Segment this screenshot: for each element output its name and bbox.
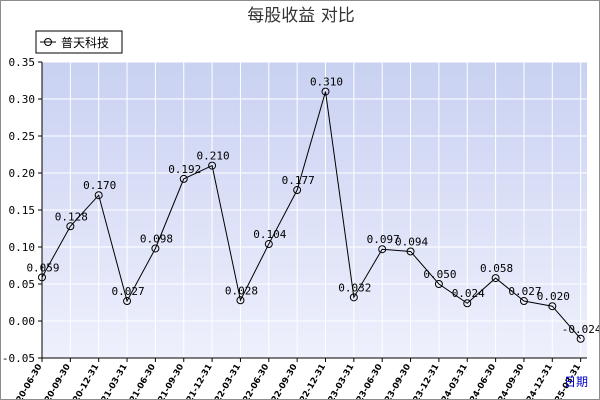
data-point-marker: [293, 186, 302, 195]
x-tick-label: 2020-06-30: [9, 362, 45, 399]
y-tick-label: -0.05: [2, 352, 35, 365]
data-label: 0.310: [310, 76, 343, 89]
data-label: 0.027: [508, 285, 541, 298]
y-tick-label: 0.30: [9, 93, 36, 106]
data-label: 0.020: [537, 290, 570, 303]
legend: 普天科技: [35, 30, 123, 54]
data-point-marker: [406, 247, 415, 256]
data-point-marker: [321, 87, 330, 96]
data-point-marker: [66, 222, 75, 231]
data-point-marker: [378, 245, 387, 254]
x-axis-corner-label: 日期: [564, 375, 588, 389]
data-label: 0.032: [338, 281, 371, 294]
data-point-marker: [349, 293, 358, 302]
legend-box: [35, 30, 123, 54]
data-label: 0.128: [55, 210, 88, 223]
series-line: [41, 91, 582, 340]
chart-title: 每股收益 对比: [247, 6, 354, 26]
data-label: -0.024: [562, 323, 599, 336]
data-point-marker: [151, 244, 160, 253]
data-point-marker: [264, 240, 273, 249]
data-label: 0.058: [480, 262, 513, 275]
series-line-普天科技: [41, 91, 582, 340]
y-tick-label: 0.25: [9, 130, 36, 143]
data-label: 0.177: [282, 174, 315, 187]
y-tick-label: 0.05: [9, 278, 36, 291]
data-point-marker: [463, 299, 472, 308]
data-label: 0.094: [395, 235, 428, 248]
legend-marker-icon: [44, 38, 52, 46]
data-label: 0.192: [168, 163, 201, 176]
y-tick-labels: -0.05 0.00 0.05 0.10 0.15 0.20 0.25 0.30 0.35: [2, 56, 35, 365]
data-point-marker: [548, 302, 557, 311]
data-point-marker: [94, 191, 103, 200]
data-point-marker: [179, 174, 188, 183]
x-tick-labels: 2020-06-302020-09-302020-12-312021-03-31…: [9, 362, 584, 399]
data-label: 0.027: [111, 285, 144, 298]
data-point-marker: [38, 273, 46, 282]
y-tick-label: 0.35: [9, 56, 36, 69]
data-points: [38, 87, 585, 343]
y-tick-label: 0.15: [9, 204, 36, 217]
y-tick-label: 0.20: [9, 167, 36, 180]
data-point-marker: [123, 297, 132, 306]
data-label: 0.059: [26, 261, 59, 274]
data-label: 0.024: [452, 287, 485, 300]
data-label: 0.028: [225, 284, 258, 297]
data-label: 0.104: [253, 228, 286, 241]
data-label: 0.210: [197, 150, 230, 163]
data-label: 0.050: [423, 268, 456, 281]
data-label: 0.098: [140, 232, 173, 245]
axes: [38, 61, 587, 362]
y-tick-label: 0.10: [9, 241, 36, 254]
y-tick-label: 0.00: [9, 315, 36, 328]
data-point-marker: [208, 161, 217, 170]
legend-label: 普天科技: [61, 36, 109, 50]
data-label: 0.097: [367, 233, 400, 246]
data-point-marker: [434, 280, 443, 288]
data-point-marker: [236, 296, 245, 305]
data-point-marker: [576, 334, 585, 343]
data-point-marker: [519, 297, 528, 306]
data-point-marker: [491, 274, 500, 283]
data-label: 0.170: [83, 179, 116, 192]
